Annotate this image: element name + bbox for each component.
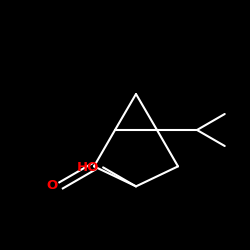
Text: HO: HO bbox=[77, 161, 99, 174]
Text: O: O bbox=[47, 179, 58, 192]
